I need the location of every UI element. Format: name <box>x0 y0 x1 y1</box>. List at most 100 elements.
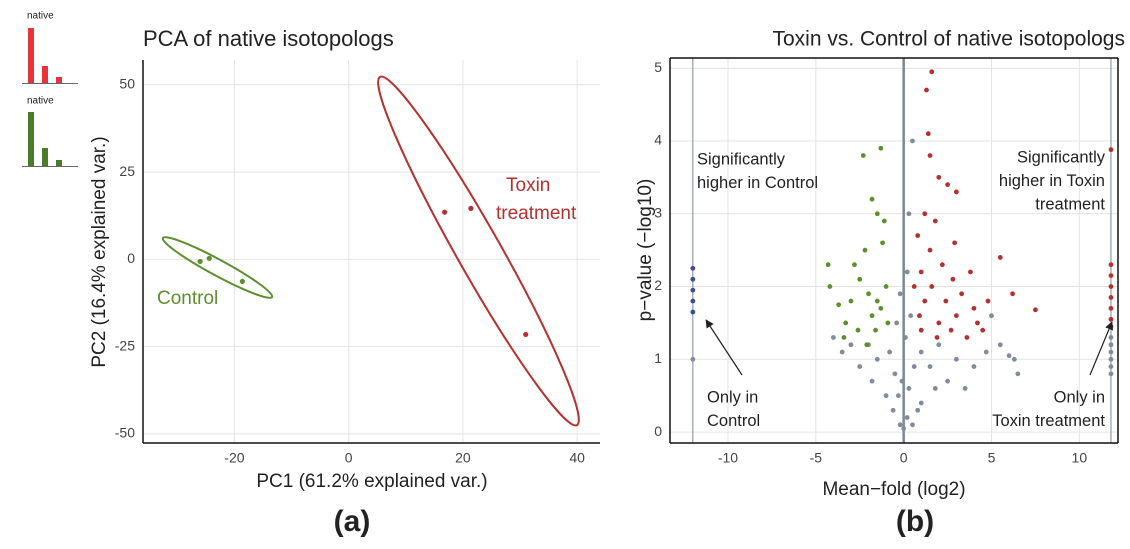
point <box>953 189 959 195</box>
chart-title: Toxin vs. Control of native isotopologs <box>772 28 1125 51</box>
point <box>1108 342 1114 348</box>
point <box>1108 371 1114 377</box>
point <box>934 335 940 340</box>
point <box>873 327 878 333</box>
point <box>1108 364 1114 369</box>
point <box>915 233 921 238</box>
point <box>843 320 849 326</box>
point <box>848 298 854 304</box>
point <box>908 313 914 319</box>
point <box>927 247 933 253</box>
point <box>904 269 910 275</box>
annotation: higher in Toxin <box>999 172 1105 190</box>
point <box>950 276 956 282</box>
point <box>911 284 917 289</box>
point <box>1108 349 1114 355</box>
icon-label: native <box>27 96 54 107</box>
icon: native <box>22 11 78 84</box>
x-tick-label: -5 <box>810 450 823 466</box>
series-label: Toxin treatment <box>496 175 577 224</box>
point <box>239 278 245 284</box>
point <box>897 291 903 297</box>
x-tick-label: -20 <box>224 450 244 466</box>
point <box>855 327 861 333</box>
point <box>897 422 903 428</box>
point <box>1108 335 1114 340</box>
point <box>922 298 928 304</box>
point <box>918 327 924 333</box>
point <box>943 298 949 304</box>
panel-label: (b) <box>896 505 934 538</box>
point <box>918 400 924 406</box>
point <box>857 364 863 369</box>
y-tick-label: -25 <box>115 337 135 353</box>
icon-bar <box>42 66 48 83</box>
annotation: higher in Control <box>697 174 818 192</box>
icon-bar <box>28 112 34 166</box>
point <box>523 331 529 338</box>
annotation: Only in <box>707 388 758 406</box>
point <box>903 335 908 340</box>
y-tick-label: 2 <box>654 277 662 293</box>
point <box>927 364 933 369</box>
point <box>983 349 989 355</box>
x-tick-label: 5 <box>988 450 996 466</box>
point <box>911 364 917 369</box>
point <box>869 196 875 202</box>
point <box>690 265 696 271</box>
point <box>922 211 928 217</box>
arrow <box>705 319 743 376</box>
point <box>952 240 958 246</box>
icon: native <box>22 96 78 167</box>
point <box>964 335 970 340</box>
x-tick-label: 20 <box>455 450 471 466</box>
point <box>1108 356 1114 362</box>
point <box>874 356 880 362</box>
point <box>906 386 912 391</box>
icon-bar <box>56 160 62 166</box>
arrow <box>1089 321 1113 376</box>
point <box>917 313 922 319</box>
point <box>690 356 696 362</box>
point <box>1010 291 1015 297</box>
point <box>904 415 910 420</box>
point <box>1108 284 1114 289</box>
series-label: Control <box>157 288 218 309</box>
point <box>1108 262 1114 268</box>
point <box>206 255 212 261</box>
point <box>836 302 842 308</box>
point <box>442 209 448 215</box>
annotation: treatment <box>1035 195 1105 213</box>
point <box>1033 307 1038 313</box>
point <box>1108 316 1114 322</box>
point <box>839 349 845 355</box>
y-tick-label: 50 <box>119 75 135 91</box>
point <box>959 291 965 297</box>
point <box>690 309 696 315</box>
point <box>468 205 474 211</box>
icon-bar <box>28 28 34 83</box>
point <box>862 247 868 253</box>
point <box>887 349 893 355</box>
point <box>690 287 696 293</box>
icon-bar <box>42 148 48 166</box>
point <box>968 269 973 275</box>
point <box>852 262 857 268</box>
y-tick-label: 3 <box>654 204 662 220</box>
point <box>939 262 945 268</box>
point <box>953 356 959 362</box>
point <box>1108 305 1114 311</box>
x-tick-label: 10 <box>1072 450 1088 466</box>
point <box>918 269 924 275</box>
point <box>883 393 889 399</box>
y-tick-label: -50 <box>115 425 135 441</box>
point <box>962 386 968 391</box>
point <box>890 407 896 413</box>
point <box>883 284 889 289</box>
point <box>980 327 986 333</box>
point <box>690 276 696 282</box>
y-tick-label: 1 <box>654 350 662 366</box>
annotation: Only in <box>1054 388 1105 406</box>
